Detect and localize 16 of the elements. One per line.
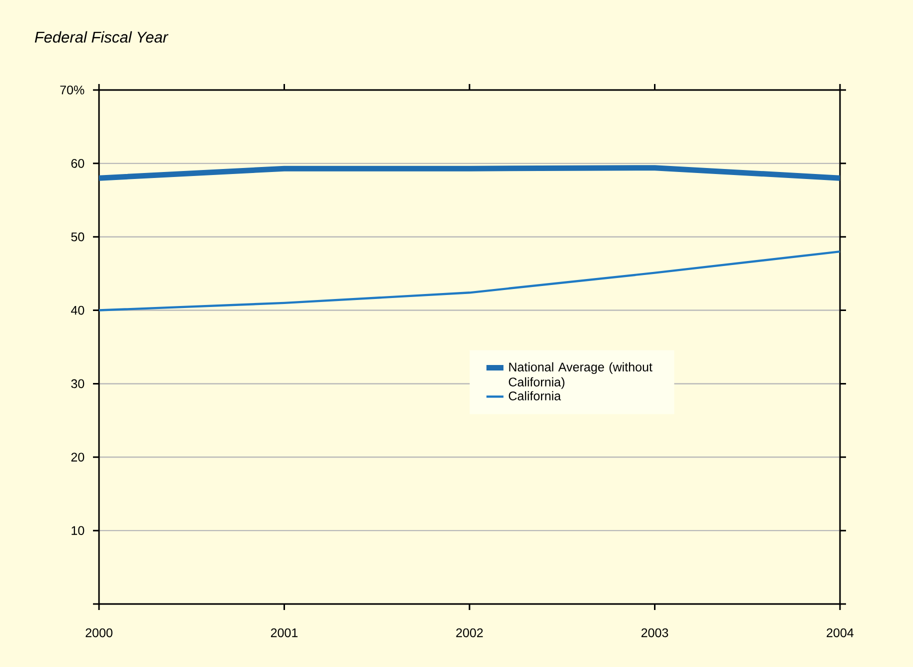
y-tick-label: 40 <box>71 306 84 315</box>
line-series <box>99 250 840 312</box>
y-tick-label: 50 <box>71 232 84 242</box>
chart-title: Federal Fiscal Year <box>34 31 168 43</box>
legend-label: California <box>508 391 561 400</box>
y-tick-label: 20 <box>71 452 84 462</box>
x-tick-label: 2003 <box>641 628 668 638</box>
legend-label: National Average (without California) <box>508 362 652 389</box>
x-tick-label: 2000 <box>86 628 112 638</box>
x-tick-label: 2002 <box>456 628 483 638</box>
y-tick-label: 70% <box>60 86 84 94</box>
y-tick-label: 30 <box>71 379 84 388</box>
y-tick-label: 10 <box>72 526 84 535</box>
x-tick-label: 2001 <box>270 628 298 638</box>
x-tick-label: 2004 <box>826 628 854 638</box>
y-tick-label: 60 <box>71 158 84 168</box>
